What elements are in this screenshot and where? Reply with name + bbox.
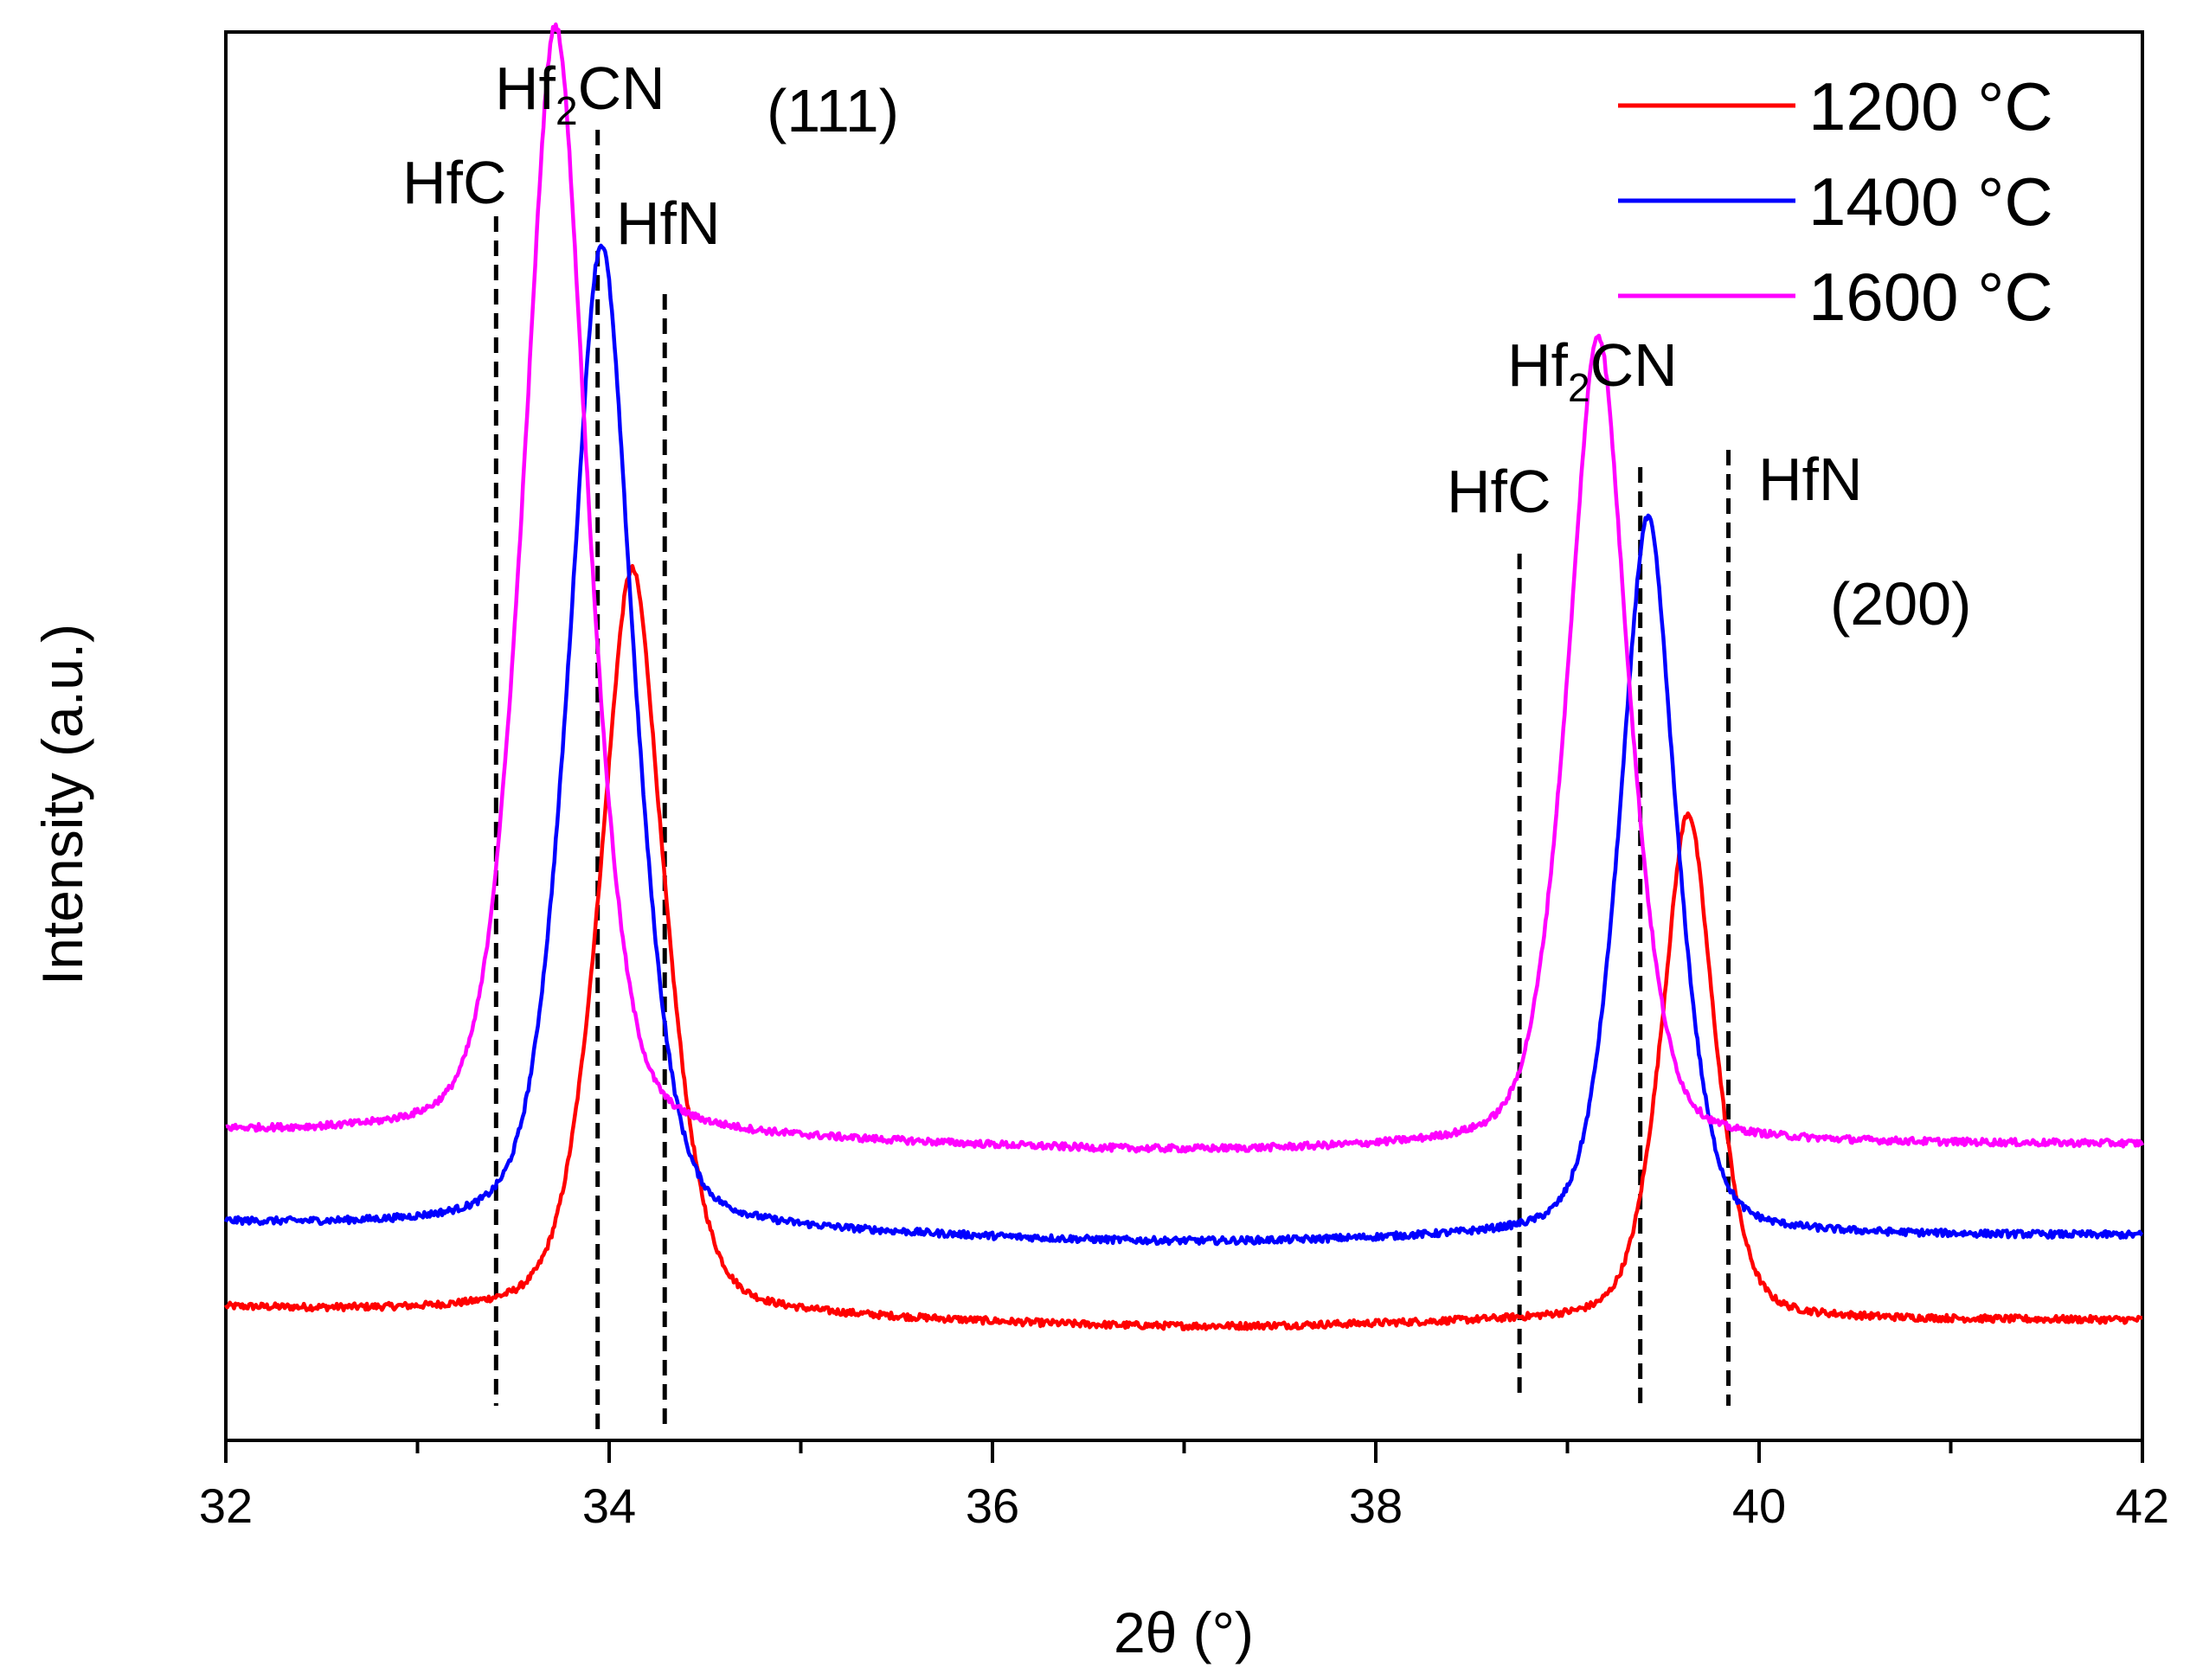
annotation-hf2cn-right-suffix: CN (1590, 331, 1678, 399)
x-axis-ticks (224, 1440, 2144, 1463)
series-layer (223, 22, 2145, 1331)
annotation-hfn-right: HfN (1758, 446, 1863, 513)
annotation-hf2cn-left-subscript: 2 (556, 88, 578, 133)
annotation-hf2cn-left-suffix: CN (578, 55, 665, 122)
x-axis-title: 2θ (°) (1114, 1600, 1254, 1664)
legend-label-1600: 1600 °C (1808, 259, 2053, 335)
legend-label-1200: 1200 °C (1808, 68, 2053, 144)
x-tick-label-36: 36 (966, 1478, 1019, 1533)
series-line-1400 (223, 243, 2144, 1247)
y-axis-title: Intensity (a.u.) (30, 624, 94, 985)
annotation-hfn-left: HfN (616, 189, 721, 257)
x-tick-label-32: 32 (199, 1478, 253, 1533)
x-tick-label-42: 42 (2116, 1478, 2169, 1533)
legend-label-1400: 1400 °C (1808, 164, 2053, 240)
annotation-plane-111: (111) (767, 77, 899, 144)
annotation-hf2cn-right: Hf2CN (1507, 331, 1678, 410)
x-tick-label-40: 40 (1732, 1478, 1786, 1533)
annotation-hf2cn-left-base: Hf (495, 55, 556, 122)
series-line-1200 (224, 563, 2143, 1331)
annotation-hfc-right: HfC (1447, 458, 1551, 525)
series-line-1600 (225, 22, 2145, 1154)
annotation-hf2cn-left: Hf2CN (495, 55, 665, 133)
annotation-hf2cn-right-subscript: 2 (1568, 365, 1590, 410)
annotation-hfc-left: HfC (402, 149, 507, 216)
x-tick-labels: 32 34 36 38 40 42 (199, 1478, 2169, 1533)
legend: 1200 °C 1400 °C 1600 °C (1618, 68, 2053, 335)
x-tick-label-34: 34 (582, 1478, 636, 1533)
x-tick-label-38: 38 (1349, 1478, 1403, 1533)
annotation-plane-200: (200) (1830, 570, 1971, 638)
annotation-hf2cn-right-base: Hf (1507, 331, 1569, 399)
